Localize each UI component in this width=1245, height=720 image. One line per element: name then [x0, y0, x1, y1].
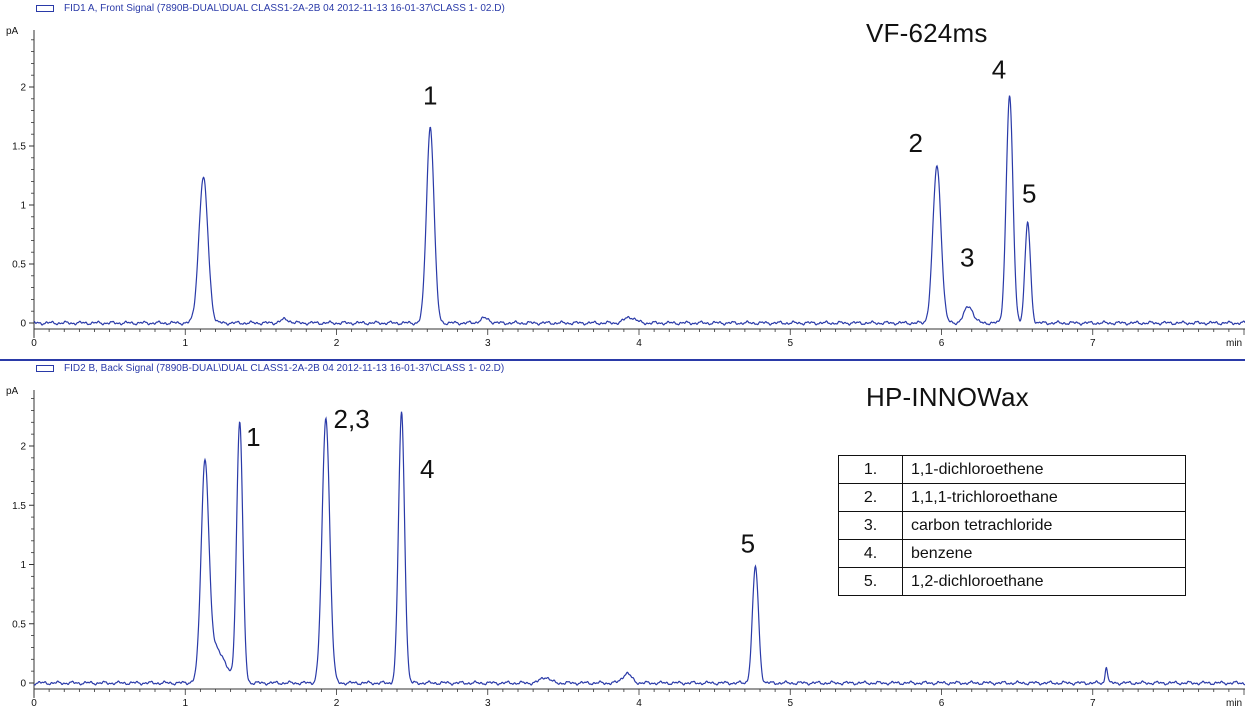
y-tick-label: 0.5 [12, 260, 26, 271]
y-tick-label: 0.5 [12, 619, 26, 630]
y-tick-label: 2 [20, 442, 26, 453]
trace-legend-swatch [36, 4, 54, 12]
signal-header-top: FID1 A, Front Signal (7890B-DUAL\DUAL CL… [36, 2, 505, 14]
peak-label: 4 [420, 454, 434, 484]
y-axis-label: pA [6, 26, 19, 37]
compound-number: 2. [838, 483, 903, 512]
compound-name: benzene [902, 539, 1186, 568]
peak-label: 5 [741, 529, 755, 559]
peak-label: 5 [1022, 179, 1036, 209]
x-axis-unit-label: min [1226, 698, 1242, 709]
x-tick-label: 5 [787, 338, 793, 349]
y-tick-label: 0 [20, 319, 26, 330]
compound-name: 1,1-dichloroethene [902, 455, 1186, 484]
x-tick-label: 6 [939, 698, 945, 709]
table-row: 3. carbon tetrachloride [838, 511, 1186, 540]
x-tick-label: 2 [334, 698, 340, 709]
x-tick-label: 4 [636, 698, 642, 709]
compound-number: 1. [838, 455, 903, 484]
x-tick-label: 6 [939, 338, 945, 349]
y-tick-label: 1 [20, 201, 26, 212]
chromatogram-plot: pA 0 0.5 1 1.5 2 0 1 2 3 4 5 6 7 min 1 2 3 4 5 [6, 26, 1245, 349]
chromatogram-panel-top: FID1 A, Front Signal (7890B-DUAL\DUAL CL… [6, 2, 1245, 349]
x-tick-label: 0 [31, 698, 37, 709]
y-tick-label: 0 [20, 679, 26, 690]
table-row: 2. 1,1,1-trichloroethane [838, 483, 1186, 512]
compound-legend-table: 1. 1,1-dichloroethene 2. 1,1,1-trichloro… [838, 455, 1186, 596]
signal-header-bottom: FID2 B, Back Signal (7890B-DUAL\DUAL CLA… [36, 362, 504, 374]
column-name: HP-INNOWax [866, 382, 1029, 412]
x-tick-label: 7 [1090, 698, 1096, 709]
compound-name: 1,1,1-trichloroethane [902, 483, 1186, 512]
table-row: 1. 1,1-dichloroethene [838, 455, 1186, 484]
signal-trace [33, 411, 1245, 686]
chromatogram-plot: pA 0 0.5 1 1.5 2 0 1 2 3 4 5 6 7 min 1 2,3 4 5 [6, 386, 1245, 709]
trace-legend-swatch [36, 364, 54, 372]
signal-title: FID2 B, Back Signal (7890B-DUAL\DUAL CLA… [64, 362, 505, 374]
x-tick-label: 1 [182, 338, 188, 349]
y-tick-label: 1.5 [12, 142, 26, 153]
x-tick-label: 4 [636, 338, 642, 349]
y-tick-label: 1 [20, 560, 26, 571]
table-row: 5. 1,2-dichloroethane [838, 567, 1186, 596]
x-tick-label: 0 [31, 338, 37, 349]
peak-label: 4 [992, 55, 1006, 85]
compound-number: 5. [838, 567, 903, 596]
compound-number: 4. [838, 539, 903, 568]
x-tick-label: 3 [485, 698, 491, 709]
table-row: 4. benzene [838, 539, 1186, 568]
compound-name: carbon tetrachloride [902, 511, 1186, 540]
x-axis-unit-label: min [1226, 338, 1242, 349]
x-tick-label: 5 [787, 698, 793, 709]
signal-title: FID1 A, Front Signal (7890B-DUAL\DUAL CL… [64, 2, 505, 14]
peak-label: 2 [909, 128, 923, 158]
signal-trace [33, 95, 1245, 326]
y-axis-label: pA [6, 386, 19, 397]
peak-label: 1 [246, 422, 260, 452]
peak-label: 3 [960, 242, 974, 272]
column-name: VF-624ms [866, 18, 988, 48]
x-tick-label: 3 [485, 338, 491, 349]
y-tick-label: 2 [20, 83, 26, 94]
x-tick-label: 2 [334, 338, 340, 349]
x-tick-label: 7 [1090, 338, 1096, 349]
compound-number: 3. [838, 511, 903, 540]
peak-label: 2,3 [334, 404, 370, 434]
y-tick-label: 1.5 [12, 501, 26, 512]
panel-divider [0, 359, 1245, 361]
chromatogram-panel-bottom: FID2 B, Back Signal (7890B-DUAL\DUAL CLA… [0, 360, 1245, 720]
peak-label: 1 [423, 81, 437, 111]
x-tick-label: 1 [182, 698, 188, 709]
compound-name: 1,2-dichloroethane [902, 567, 1186, 596]
